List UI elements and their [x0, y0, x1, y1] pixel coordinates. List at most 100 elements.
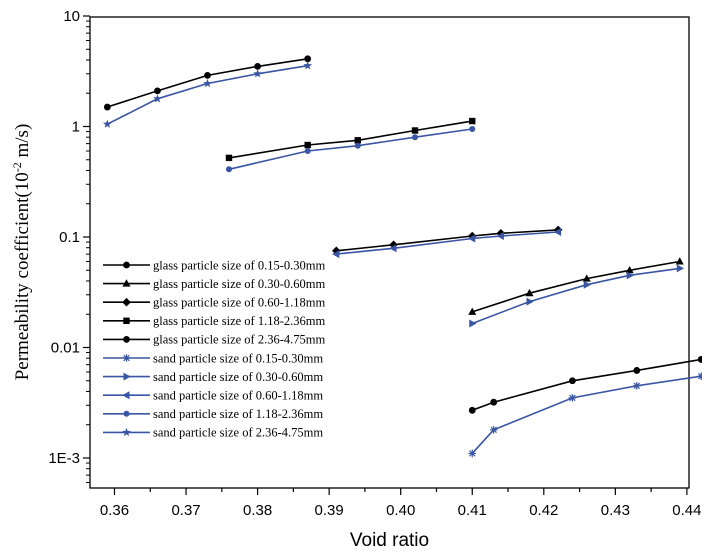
series-9: [225, 125, 476, 173]
data-point: [304, 55, 312, 63]
data-point: [582, 274, 591, 282]
plot-area: [89, 16, 690, 489]
data-point: [354, 142, 361, 149]
legend-item: glass particle size of 0.60-1.18mm: [103, 296, 325, 310]
y-tick-label: 0.1: [59, 229, 80, 246]
legend-label: glass particle size of 0.30-0.60mm: [153, 277, 325, 291]
legend-label: glass particle size of 1.18-2.36mm: [153, 314, 325, 328]
x-tick-label: 0.38: [243, 502, 272, 519]
y-tick-label: 0.01: [51, 340, 80, 357]
data-point: [303, 61, 313, 70]
data-point: [496, 232, 504, 241]
data-point: [583, 280, 592, 289]
y-axis-title-exponent: -2: [10, 162, 24, 172]
series-line: [471, 260, 680, 313]
data-point: [254, 62, 261, 70]
y-tick-label: 1E-3: [48, 450, 80, 467]
x-tick-label: 0.40: [386, 502, 415, 519]
data-point: [153, 94, 162, 103]
series-2: [468, 257, 684, 315]
y-tick-label: 10: [63, 8, 80, 25]
series-4: [225, 117, 476, 162]
legend-item: glass particle size of 1.18-2.36mm: [103, 314, 325, 328]
data-point: [626, 271, 634, 280]
data-point: [569, 377, 576, 385]
data-point: [332, 250, 340, 259]
data-point: [633, 382, 641, 390]
series-line: [336, 229, 559, 252]
legend-swatch-marker: [122, 354, 131, 362]
data-point: [469, 117, 476, 125]
legend-swatch-marker: [123, 317, 130, 324]
legend-swatch-marker: [122, 297, 131, 307]
data-point: [412, 134, 419, 141]
x-axis-ticks: 0.36 0.37 0.38 0.39 0.40 0.41 0.42 0.43 0.44: [100, 488, 702, 519]
x-tick-label: 0.39: [315, 502, 344, 519]
legend-swatch-marker: [123, 336, 130, 343]
data-point: [675, 257, 684, 265]
series-line: [228, 120, 473, 159]
data-point: [389, 244, 397, 253]
data-point: [676, 264, 685, 273]
x-tick-label: 0.43: [601, 502, 630, 519]
y-axis-ticks: 1E-3 0.01 0.1 1 10: [48, 8, 90, 484]
data-point: [568, 394, 577, 402]
series-line: [336, 231, 559, 255]
legend-item: sand particle size of 0.15-0.30mm: [103, 351, 323, 365]
legend-swatch-marker: [122, 391, 130, 400]
data-point: [103, 103, 111, 111]
legend-swatch-marker: [122, 279, 131, 287]
legend-item: glass particle size of 2.36-4.75mm: [103, 333, 325, 347]
series-1: [468, 356, 702, 414]
x-tick-label: 0.37: [171, 502, 200, 519]
series-10: [102, 61, 313, 128]
data-point: [304, 141, 311, 149]
data-point: [525, 288, 534, 297]
data-point: [253, 69, 262, 78]
x-tick-label: 0.44: [672, 502, 701, 519]
legend-label: glass particle size of 0.15-0.30mm: [153, 258, 325, 272]
x-tick-label: 0.36: [100, 502, 129, 519]
data-point: [526, 297, 534, 306]
data-point: [154, 87, 161, 95]
legend-label: glass particle size of 0.60-1.18mm: [153, 296, 325, 310]
legend-item: sand particle size of 0.30-0.60mm: [103, 370, 323, 384]
legend: glass particle size of 0.15-0.30mm glass …: [103, 258, 325, 440]
data-point: [553, 227, 562, 236]
y-axis-title: Permeability coefficient(10-2 m/s): [10, 124, 33, 381]
series-line: [471, 358, 702, 412]
x-tick-label: 0.42: [529, 502, 558, 519]
legend-label: glass particle size of 2.36-4.75mm: [153, 333, 325, 347]
data-point: [468, 449, 477, 458]
data-point: [697, 356, 702, 363]
legend-item: sand particle size of 0.60-1.18mm: [103, 389, 323, 403]
x-tick-label: 0.41: [458, 502, 487, 519]
data-point: [697, 372, 702, 380]
legend-label: sand particle size of 0.15-0.30mm: [153, 351, 323, 365]
data-point: [389, 240, 398, 250]
x-axis-title: Void ratio: [350, 530, 429, 551]
legend-item: glass particle size of 0.15-0.30mm: [103, 258, 325, 272]
legend-item: sand particle size of 1.18-2.36mm: [103, 407, 323, 421]
y-axis-title-main: Permeability coefficient(10: [12, 172, 33, 380]
data-point: [411, 127, 419, 134]
series-6: [468, 372, 702, 458]
data-point: [468, 307, 477, 315]
data-point: [633, 367, 641, 374]
series-line: [471, 375, 702, 454]
data-point: [469, 125, 476, 132]
y-tick-label: 1: [72, 119, 80, 136]
data-point: [225, 154, 233, 162]
data-point: [468, 406, 476, 414]
data-point: [203, 78, 212, 88]
series-5: [103, 55, 312, 111]
legend-label: sand particle size of 0.60-1.18mm: [153, 389, 323, 403]
legend-label: sand particle size of 0.30-0.60mm: [153, 370, 323, 384]
series-line: [471, 267, 680, 325]
series-line: [228, 128, 473, 171]
y-axis-title-unit: m/s): [12, 124, 33, 163]
data-point: [225, 166, 232, 173]
series-lines: [102, 55, 702, 458]
legend-swatch-marker: [123, 410, 130, 417]
